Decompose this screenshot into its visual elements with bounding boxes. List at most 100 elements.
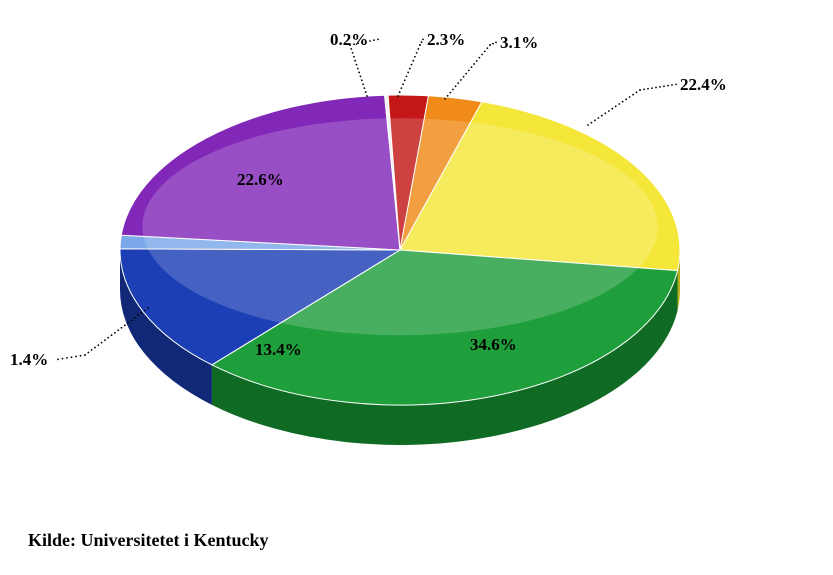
leader-dot (71, 356, 73, 358)
leader-dot (397, 95, 399, 97)
leader-dot (412, 60, 414, 62)
leader-dot (57, 358, 59, 360)
leader-dot (615, 105, 617, 107)
leader-dot (94, 347, 96, 349)
slice-label: 1.4% (10, 350, 48, 370)
slice-label: 3.1% (500, 33, 538, 53)
leader-dot (358, 72, 360, 74)
leader-dot (66, 357, 68, 359)
leader-dot (117, 329, 119, 331)
leader-dot (131, 319, 133, 321)
leader-dot (377, 38, 379, 40)
leader-dot (121, 327, 123, 329)
leader-dot (411, 64, 413, 66)
leader-dot (75, 356, 77, 358)
leader-dot (140, 312, 142, 314)
leader-dot (369, 40, 371, 42)
pie-chart-container: 22.4% 34.6% 13.4% 1.4% 22.6% 0.2% 2.3% 3.1% Kil… (0, 0, 833, 575)
leader-dot (362, 83, 364, 85)
leader-dot (91, 349, 93, 351)
leader-dot (137, 315, 139, 317)
leader-dot (495, 41, 497, 43)
leader-dot (457, 82, 459, 84)
leader-dot (419, 44, 421, 46)
leader-dot (404, 79, 406, 81)
leader-dot (406, 75, 408, 77)
leader-dot (444, 98, 446, 100)
leader-dot (622, 101, 624, 103)
leader-dot (671, 84, 673, 86)
leader-dot (101, 342, 103, 344)
leader-dot (414, 56, 416, 58)
leader-dot (591, 122, 593, 124)
slice-label: 34.6% (470, 335, 517, 355)
leader-dot (104, 339, 106, 341)
leader-dot (147, 307, 149, 309)
leader-dot (484, 50, 486, 52)
leader-dot (400, 87, 402, 89)
leader-dot (449, 92, 451, 94)
leader-dot (629, 96, 631, 98)
slice-label: 13.4% (255, 340, 302, 360)
leader-dot (632, 94, 634, 96)
leader-dot (409, 68, 411, 70)
leader-dot (636, 91, 638, 93)
leader-dot (463, 76, 465, 78)
leader-dot (417, 48, 419, 50)
leader-dot (84, 354, 86, 356)
leader-dot (594, 119, 596, 121)
leader-dot (127, 322, 129, 324)
leader-dot (604, 112, 606, 114)
leader-dot (373, 39, 375, 41)
leader-dot (489, 44, 491, 46)
leader-dot (675, 83, 677, 85)
leader-dot (655, 87, 657, 89)
leader-dot (663, 85, 665, 87)
leader-dot (611, 108, 613, 110)
leader-dot (422, 38, 424, 40)
leader-dot (486, 47, 488, 49)
leader-dot (618, 103, 620, 105)
leader-dot (476, 60, 478, 62)
leader-dot (62, 358, 64, 360)
leader-dot (144, 310, 146, 312)
leader-dot (651, 87, 653, 89)
leader-dot (111, 334, 113, 336)
slice-label: 22.6% (237, 170, 284, 190)
leader-dot (481, 54, 483, 56)
leader-dot (353, 56, 355, 58)
leader-dot (402, 83, 404, 85)
source-caption: Kilde: Universitetet i Kentucky (28, 530, 268, 551)
leader-dot (124, 324, 126, 326)
leader-dot (356, 64, 358, 66)
slice-label: 2.3% (427, 30, 465, 50)
leader-dot (97, 344, 99, 346)
leader-dot (465, 73, 467, 75)
leader-dot (452, 89, 454, 91)
leader-dot (361, 79, 363, 81)
leader-dot (479, 57, 481, 59)
leader-dot (416, 52, 418, 54)
leader-dot (601, 115, 603, 117)
leader-dot (471, 66, 473, 68)
leader-dot (468, 70, 470, 72)
leader-dot (114, 332, 116, 334)
leader-dot (647, 88, 649, 90)
leader-dot (366, 95, 368, 97)
leader-dot (455, 85, 457, 87)
leader-dot (354, 60, 356, 62)
leader-dot (587, 124, 589, 126)
leader-dot (134, 317, 136, 319)
slice-label: 0.2% (330, 30, 368, 50)
leader-dot (492, 43, 494, 45)
leader-dot (421, 41, 423, 43)
leader-dot (407, 72, 409, 74)
leader-dot (608, 110, 610, 112)
leader-dot (639, 89, 641, 91)
slice-label: 22.4% (680, 75, 727, 95)
leader-dot (598, 117, 600, 119)
leader-dot (80, 355, 82, 357)
leader-dot (352, 52, 354, 54)
leader-dot (360, 75, 362, 77)
leader-dot (357, 68, 359, 70)
